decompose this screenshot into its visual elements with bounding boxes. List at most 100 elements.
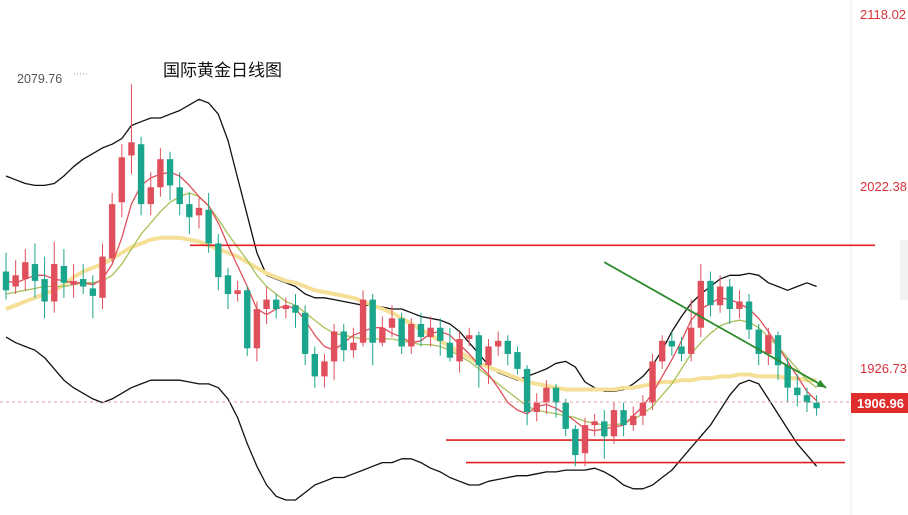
candle-body-47 [456, 338, 463, 362]
candle-body-64 [620, 410, 627, 426]
candle-body-1 [12, 275, 19, 287]
candle-body-62 [601, 421, 608, 437]
candle-body-38 [369, 299, 376, 343]
candle-body-0 [2, 271, 10, 291]
candle-body-71 [687, 327, 695, 354]
current-price-tag-text: 1906.96 [857, 396, 904, 411]
chart-title: 国际黄金日线图 [163, 61, 282, 81]
candle-body-9 [89, 288, 97, 296]
candle-body-30 [292, 305, 299, 313]
candle-body-58 [562, 402, 569, 429]
candle-body-76 [736, 301, 743, 309]
candle-body-17 [166, 159, 174, 186]
candle-body-40 [388, 318, 396, 328]
trend-arrow-head [816, 379, 827, 388]
boll-upper-line [5, 98, 817, 393]
candle-body-82 [794, 387, 801, 396]
candle-body-78 [755, 329, 762, 354]
candle-body-80 [774, 335, 782, 366]
candle-body-83 [803, 395, 811, 403]
y-tick-label-3: 1926.73 [860, 361, 907, 376]
candle-body-43 [417, 323, 425, 338]
candle-body-19 [186, 204, 193, 218]
candle-body-18 [176, 187, 183, 205]
candle-body-68 [659, 340, 666, 362]
candle-body-60 [581, 425, 589, 454]
candle-body-36 [350, 342, 357, 351]
candle-body-27 [263, 299, 270, 309]
bollinger-bands [5, 98, 818, 501]
candle-body-21 [205, 209, 212, 244]
candle-body-26 [253, 309, 261, 349]
candle-body-25 [244, 290, 251, 349]
candle-body-49 [475, 335, 483, 366]
candle-body-24 [234, 290, 241, 295]
candle-body-14 [137, 144, 145, 205]
trend-arrow [603, 261, 827, 389]
candle-body-41 [398, 318, 405, 347]
candle-body-28 [273, 299, 280, 309]
candle-body-70 [678, 346, 685, 354]
candle-body-6 [60, 265, 68, 283]
y-tick-label-1: 2118.02 [860, 7, 906, 22]
candle-body-81 [784, 365, 791, 388]
candle-body-39 [379, 327, 386, 343]
candle-body-75 [726, 286, 733, 309]
candle-body-5 [51, 264, 58, 302]
candle-body-74 [716, 286, 724, 306]
candle-body-55 [533, 402, 540, 412]
candle-body-48 [466, 335, 473, 339]
candle-body-45 [437, 327, 444, 341]
candle-body-54 [523, 368, 531, 412]
candle-body-7 [70, 280, 77, 285]
candle-body-69 [668, 340, 676, 347]
candle-body-22 [215, 243, 222, 278]
support-resistance-lines [190, 244, 875, 464]
candle-body-34 [330, 331, 338, 362]
candle-body-77 [745, 301, 753, 330]
boll-lower-line [5, 336, 818, 501]
candle-body-31 [301, 312, 309, 354]
candle-body-4 [41, 279, 48, 302]
current-price-tag-bg [851, 393, 908, 413]
candle-body-37 [359, 299, 367, 343]
candle-body-63 [610, 410, 618, 437]
candle-body-35 [340, 331, 347, 351]
candle-body-29 [282, 305, 290, 309]
candle-body-3 [31, 264, 39, 281]
candle-body-72 [697, 280, 704, 328]
candle-body-46 [446, 342, 454, 358]
candle-body-12 [118, 157, 125, 203]
candle-body-50 [485, 346, 492, 366]
candle-body-56 [543, 387, 550, 403]
candle-body-13 [128, 142, 135, 156]
current-price-tag: 1906.96 [851, 393, 908, 413]
trend-arrow-line [603, 261, 827, 389]
peak-label: 2079.76 [17, 72, 62, 86]
candle-body-79 [765, 335, 772, 354]
candle-body-42 [408, 323, 415, 347]
candle-body-15 [147, 187, 154, 205]
candle-body-84 [813, 402, 820, 409]
candle-body-8 [80, 279, 87, 287]
candle-body-16 [157, 159, 164, 188]
candle-body-23 [224, 275, 232, 295]
candle-body-2 [22, 262, 29, 280]
right-edge-panel [900, 240, 908, 300]
candle-body-32 [311, 353, 318, 377]
candle-body-44 [427, 327, 434, 338]
candle-body-53 [514, 352, 521, 369]
candle-body-11 [108, 204, 116, 259]
candle-body-52 [504, 340, 511, 354]
candle-body-51 [494, 340, 502, 347]
candle-body-20 [195, 207, 203, 216]
candle-body-66 [639, 402, 647, 416]
candlestick-series [2, 84, 820, 467]
candle-body-65 [630, 415, 637, 426]
candle-body-10 [99, 256, 106, 298]
candle-body-33 [321, 361, 328, 377]
candle-body-57 [552, 387, 560, 403]
candle-body-59 [572, 428, 579, 456]
